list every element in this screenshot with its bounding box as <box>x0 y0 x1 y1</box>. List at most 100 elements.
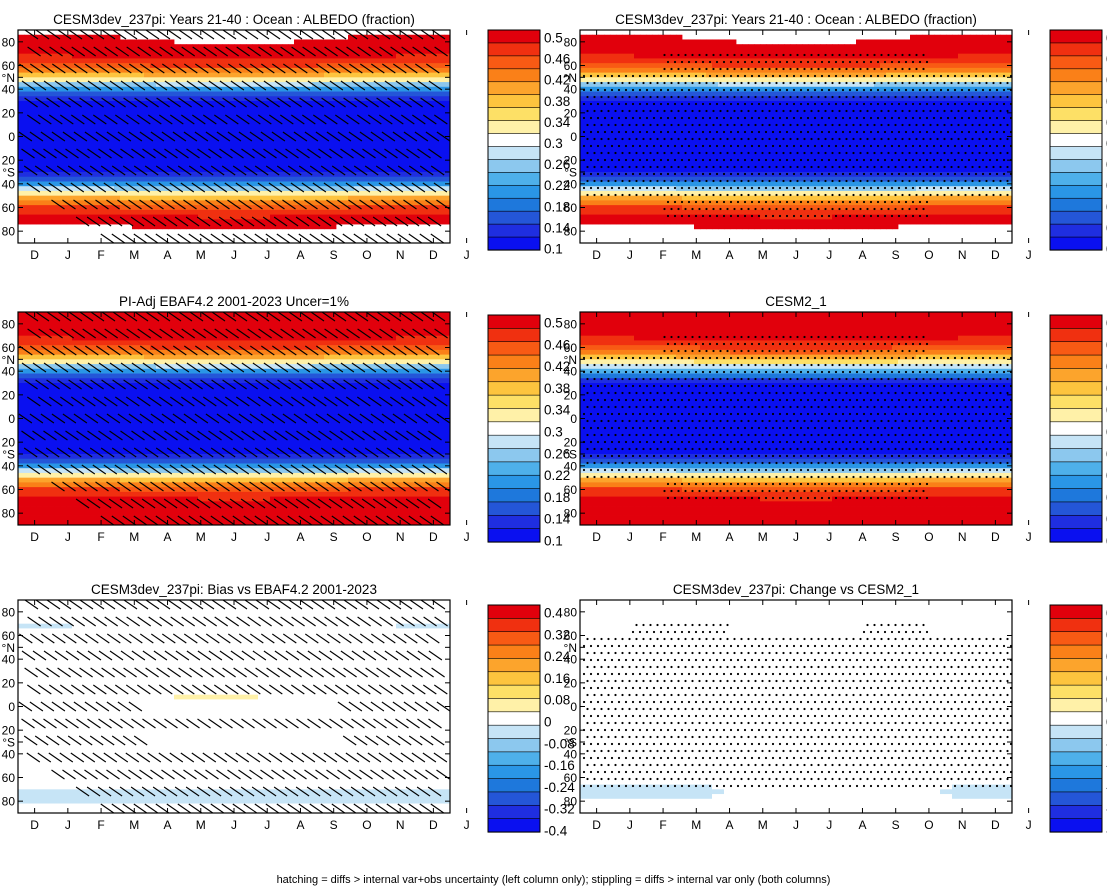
heatmap-cell <box>622 200 629 206</box>
heatmap-cell <box>796 72 803 78</box>
heatmap-cell <box>174 77 181 83</box>
heatmap-cell <box>42 124 49 130</box>
heatmap-cell <box>78 167 85 173</box>
heatmap-cell <box>778 129 785 135</box>
heatmap-cell <box>736 105 743 111</box>
hatch-line <box>414 131 429 142</box>
heatmap-cell <box>670 58 677 64</box>
heatmap-cell <box>658 96 665 102</box>
heatmap-cell <box>258 86 265 92</box>
heatmap-cell <box>766 129 773 135</box>
heatmap-cell <box>658 195 665 201</box>
heatmap-cell <box>192 53 199 59</box>
heatmap-cell <box>360 91 367 97</box>
heatmap-cell <box>712 67 719 73</box>
heatmap-cell <box>718 124 725 130</box>
heatmap-cell <box>42 200 49 206</box>
heatmap-cell <box>724 86 731 92</box>
heatmap-cell <box>198 138 205 144</box>
heatmap-cell <box>778 148 785 154</box>
heatmap-cell <box>276 181 283 187</box>
heatmap-cell <box>730 124 737 130</box>
heatmap-cell <box>796 224 803 230</box>
heatmap-cell <box>144 138 151 144</box>
heatmap-cell <box>258 115 265 121</box>
heatmap-cell <box>252 167 259 173</box>
heatmap-cell <box>24 48 31 55</box>
heatmap-cell <box>414 209 421 215</box>
heatmap-cell <box>796 53 803 59</box>
hatch-line <box>339 216 354 227</box>
heatmap-cell <box>426 153 433 159</box>
heatmap-cell <box>402 67 409 73</box>
heatmap-cell <box>372 58 379 64</box>
hatch-line <box>428 80 443 91</box>
heatmap-cell <box>444 219 451 225</box>
heatmap-cell <box>150 119 157 126</box>
hatch-line <box>266 97 280 108</box>
heatmap-cell <box>24 134 31 140</box>
heatmap-cell <box>628 172 635 178</box>
heatmap-cell <box>336 148 343 154</box>
heatmap-cell <box>300 153 307 159</box>
heatmap-cell <box>444 72 451 78</box>
heatmap-cell <box>628 67 635 73</box>
hatch-line <box>92 114 107 125</box>
heatmap-cell <box>778 186 785 192</box>
heatmap-cell <box>336 190 343 197</box>
y-tick-label: 60 <box>2 59 16 73</box>
heatmap-cell <box>652 77 659 83</box>
heatmap-cell <box>228 53 235 59</box>
heatmap-cell <box>204 176 211 182</box>
heatmap-cell <box>84 67 91 73</box>
heatmap-cell <box>802 209 809 215</box>
hatch-line <box>145 29 160 40</box>
heatmap-cell <box>390 53 397 59</box>
heatmap-cell <box>240 214 247 220</box>
heatmap-cell <box>192 124 199 130</box>
heatmap-cell <box>18 162 25 168</box>
heatmap-cell <box>766 195 773 201</box>
heatmap-cell <box>150 148 157 154</box>
heatmap-cell <box>138 214 145 220</box>
heatmap-cell <box>622 63 629 69</box>
heatmap-cell <box>592 53 599 59</box>
hatch-line <box>147 182 162 193</box>
heatmap-cell <box>18 176 25 182</box>
heatmap-cell <box>790 105 797 111</box>
heatmap-cell <box>790 124 797 130</box>
heatmap-cell <box>84 119 91 126</box>
heatmap-cell <box>126 172 133 178</box>
heatmap-cell <box>390 124 397 130</box>
heatmap-cell <box>646 138 653 144</box>
heatmap-cell <box>144 105 151 111</box>
heatmap-cell <box>402 138 409 144</box>
heatmap-cell <box>324 138 331 144</box>
heatmap-cell <box>586 195 593 201</box>
heatmap-cell <box>736 129 743 135</box>
heatmap-cell <box>24 105 31 111</box>
heatmap-cell <box>96 115 103 121</box>
hatch-line <box>268 182 283 193</box>
heatmap-cell <box>264 72 271 78</box>
hatch-line <box>241 148 255 159</box>
hatch-line <box>403 63 418 74</box>
heatmap-cell <box>694 44 701 50</box>
heatmap-cell <box>240 162 247 168</box>
heatmap-cell <box>580 67 587 73</box>
heatmap-cell <box>366 134 373 140</box>
heatmap-cell <box>706 39 713 45</box>
heatmap-cell <box>312 77 319 83</box>
heatmap-cell <box>802 72 809 78</box>
heatmap-cell <box>628 124 635 130</box>
heatmap-cell <box>270 44 277 50</box>
heatmap-cell <box>84 129 91 135</box>
heatmap-cell <box>384 214 391 220</box>
heatmap-cell <box>348 110 355 116</box>
heatmap-cell <box>324 39 331 45</box>
heatmap-cell <box>72 138 79 144</box>
heatmap-cell <box>276 58 283 64</box>
heatmap-cell <box>234 96 241 102</box>
hatch-line <box>90 29 105 40</box>
heatmap-cell <box>222 224 229 230</box>
